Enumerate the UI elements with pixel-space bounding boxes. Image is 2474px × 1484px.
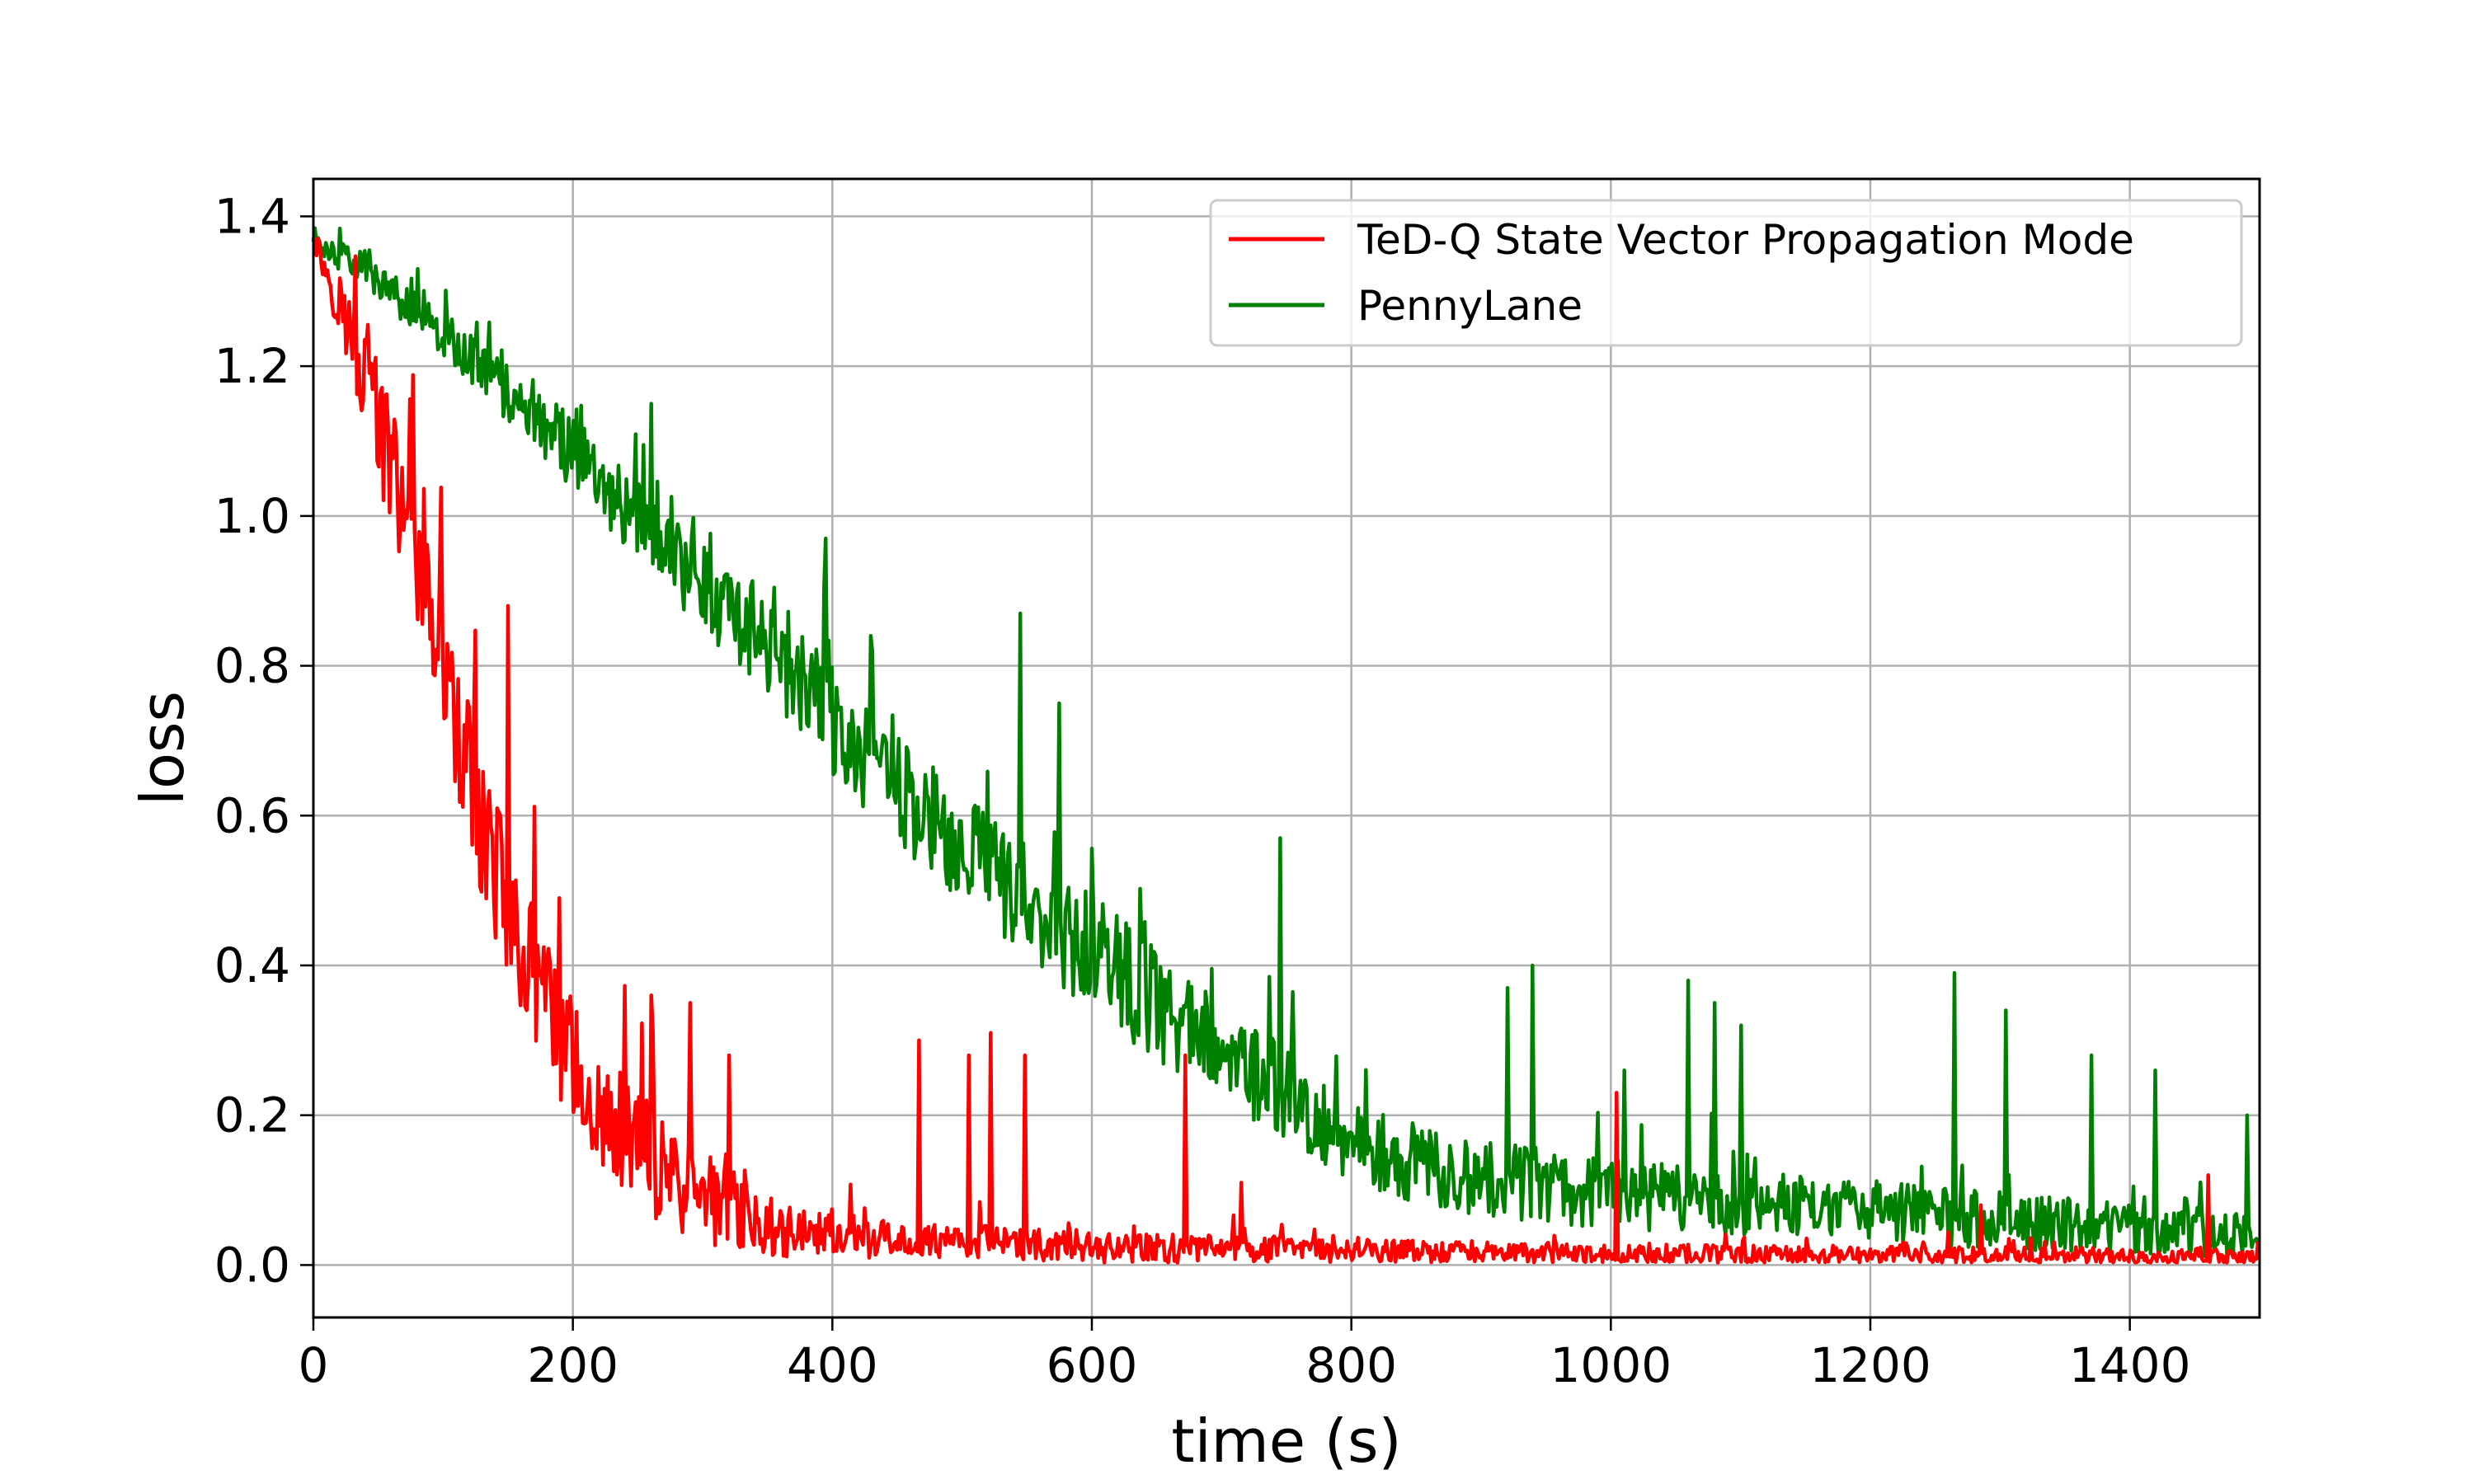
x-tick-label: 1000 — [1550, 1337, 1672, 1393]
x-axis-label: time (s) — [1171, 1407, 1401, 1476]
y-tick-label: 0.6 — [214, 787, 290, 843]
legend-box — [1209, 199, 2243, 347]
x-tick-label: 400 — [787, 1337, 878, 1393]
legend-entry-pennylane: PennyLane — [1357, 282, 1583, 330]
x-tick-label: 0 — [299, 1337, 329, 1393]
grid-lines — [312, 179, 2260, 1317]
x-tick-label: 1200 — [1809, 1337, 1931, 1393]
series-line-tedq — [311, 236, 2260, 1265]
y-axis-label: loss — [128, 691, 197, 805]
y-tick-label: 0.0 — [214, 1237, 290, 1293]
x-tick-label: 1400 — [2069, 1337, 2191, 1393]
y-tick-label: 0.2 — [214, 1087, 290, 1144]
plot-frame — [312, 177, 2261, 1319]
legend-entry-tedq: TeD-Q State Vector Propagation Mode — [1357, 216, 2134, 264]
x-axis-ticks: 0 200 400 600 800 1000 1200 1400 — [299, 1317, 2191, 1393]
y-tick-label: 1.4 — [214, 188, 290, 244]
y-tick-label: 0.4 — [214, 937, 290, 993]
series-layer — [311, 226, 2260, 1265]
y-tick-label: 0.8 — [214, 638, 290, 694]
x-tick-label: 800 — [1305, 1337, 1397, 1393]
x-tick-label: 600 — [1047, 1337, 1138, 1393]
y-tick-label: 1.0 — [214, 488, 290, 544]
y-tick-label: 1.2 — [214, 338, 290, 394]
x-tick-label: 200 — [527, 1337, 618, 1393]
y-axis-ticks: 0.0 0.2 0.4 0.6 0.8 1.0 1.2 1.4 — [214, 188, 313, 1293]
legend: TeD-Q State Vector Propagation Mode Penn… — [1209, 199, 2243, 347]
series-line-pennylane — [311, 226, 2260, 1259]
